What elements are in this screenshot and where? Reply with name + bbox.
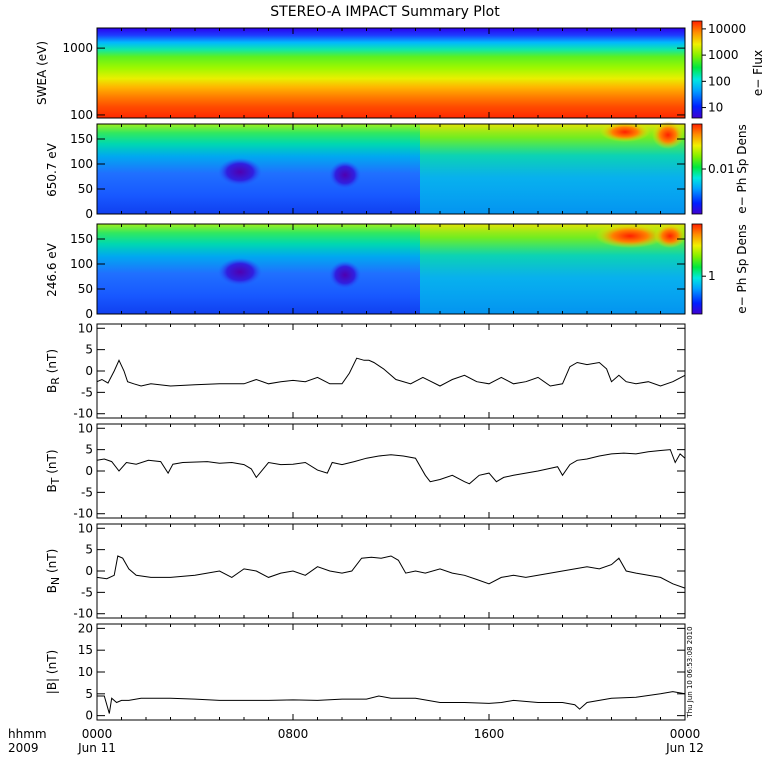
y-tick-label: 1000 <box>62 41 93 55</box>
y-tick-label: 100 <box>70 108 93 122</box>
pad650-low-blob <box>329 161 361 189</box>
panel-swea: 100 1000 SWEA (eV) 10 100 1000 10000 e− Flux <box>35 20 765 122</box>
y-tick-label: -10 <box>73 607 93 621</box>
time-tick-label: 0800 <box>278 727 309 741</box>
y-tick-label: 50 <box>78 282 93 296</box>
y-tick-label: 10 <box>78 421 93 435</box>
pad650-colorbar-ticks: 0.01 <box>702 162 735 176</box>
swea-spectrogram <box>97 28 685 118</box>
swea-colorbar-ticks: 10 100 1000 10000 <box>702 22 746 115</box>
bn-ylabel: BN (nT) <box>45 549 62 594</box>
pad246-low-blob <box>329 261 361 289</box>
swea-colorbar <box>691 20 703 119</box>
figure-title: STEREO-A IMPACT Summary Plot <box>270 4 500 20</box>
y-tick-label: 10 <box>78 321 93 335</box>
y-tick-label: 0 <box>85 464 93 478</box>
y-tick-label: 5 <box>85 543 93 557</box>
br-series-line <box>96 357 686 387</box>
pad650-colorbar-label: e− Ph Sp Dens <box>735 124 749 213</box>
colorbar-tick-label: 10000 <box>708 22 746 36</box>
bn-frame <box>96 523 686 619</box>
y-tick-label: -5 <box>81 385 93 399</box>
y-tick-label: 100 <box>70 157 93 171</box>
time-tick-label: 0000 <box>82 727 113 741</box>
colorbar-tick-label: 1 <box>708 269 716 283</box>
y-tick-label: 5 <box>85 443 93 457</box>
panel-bn: -10 -5 0 5 10 BN (nT) <box>45 521 686 621</box>
swea-ylabel: SWEA (eV) <box>35 41 49 105</box>
panel-pad246: 0 50 100 150 246.6 eV 1 e− Ph Sp Dens <box>45 223 749 321</box>
time-axis-left-label: hhmm <box>8 727 47 741</box>
pad650-hot-spot <box>600 122 650 142</box>
pad246-y-ticks: 0 50 100 150 <box>70 224 686 321</box>
pad246-colorbar-label: e− Ph Sp Dens <box>735 224 749 313</box>
pad650-low-blob <box>218 158 262 186</box>
br-ylabel: BR (nT) <box>45 349 62 393</box>
y-tick-label: -5 <box>81 585 93 599</box>
y-tick-label: 20 <box>78 621 93 635</box>
br-y-ticks: -10 -5 0 5 10 <box>73 321 686 421</box>
swea-y-ticks: 100 1000 <box>62 28 686 122</box>
pad246-colorbar-ticks: 1 <box>702 269 716 283</box>
bn-y-ticks: -10 -5 0 5 10 <box>73 521 686 621</box>
y-tick-label: 0 <box>85 564 93 578</box>
bmag-ylabel: |B| (nT) <box>45 650 59 694</box>
bn-series-line <box>96 555 686 589</box>
bmag-frame <box>96 623 686 721</box>
colorbar-tick-label: 10 <box>708 101 723 115</box>
bmag-series-line <box>97 691 686 714</box>
y-tick-label: 0 <box>85 207 93 221</box>
y-tick-label: 10 <box>78 521 93 535</box>
br-frame <box>96 323 686 419</box>
colorbar-tick-label: 100 <box>708 74 731 88</box>
pad650-ylabel: 650.7 eV <box>45 142 59 197</box>
pad650-hot-spot <box>652 121 684 149</box>
pad650-colorbar <box>691 123 703 215</box>
pad246-low-blob <box>218 258 262 286</box>
bt-ylabel: BT (nT) <box>45 449 62 492</box>
y-tick-label: 150 <box>70 132 93 146</box>
bmag-y-ticks: 0 5 10 15 20 <box>78 621 686 723</box>
pad246-colorbar <box>691 223 703 315</box>
y-tick-label: -10 <box>73 407 93 421</box>
time-tick-date: Jun 11 <box>77 741 116 755</box>
y-tick-label: 150 <box>70 232 93 246</box>
y-tick-label: 50 <box>78 182 93 196</box>
pad246-ylabel: 246.6 eV <box>45 242 59 297</box>
time-tick-label: 1600 <box>474 727 505 741</box>
y-tick-label: 5 <box>85 343 93 357</box>
swea-colorbar-label: e− Flux <box>751 50 765 96</box>
panel-pad650: 0 50 100 150 650.7 eV 0.01 e− Ph Sp Dens <box>45 121 749 221</box>
colorbar-tick-label: 0.01 <box>708 162 735 176</box>
bt-series-line <box>96 449 686 485</box>
time-axis-left-label: 2009 <box>8 741 39 755</box>
panel-bt: -10 -5 0 5 10 BT (nT) <box>45 421 686 521</box>
time-tick-label: 0000 <box>670 727 701 741</box>
y-tick-label: 0 <box>85 307 93 321</box>
panel-bmag: 0 5 10 15 20 |B| (nT) Thu Jun 10 06:53:08 20… <box>45 621 694 722</box>
y-tick-label: 15 <box>78 643 93 657</box>
y-tick-label: -10 <box>73 507 93 521</box>
y-tick-label: 10 <box>78 665 93 679</box>
y-tick-label: 0 <box>85 364 93 378</box>
y-tick-label: 100 <box>70 257 93 271</box>
time-tick-date: Jun 12 <box>665 741 704 755</box>
pad246-hot-spot <box>595 224 665 248</box>
y-tick-label: 0 <box>85 709 93 723</box>
pad246-hot-spot <box>654 224 686 248</box>
colorbar-tick-label: 1000 <box>708 48 739 62</box>
y-tick-label: 5 <box>85 687 93 701</box>
bt-frame <box>96 423 686 519</box>
run-timestamp: Thu Jun 10 06:53:08 2010 <box>686 626 694 718</box>
y-tick-label: -5 <box>81 485 93 499</box>
panel-br: -10 -5 0 5 10 BR (nT) <box>45 321 686 421</box>
pad650-y-ticks: 0 50 100 150 <box>70 124 686 221</box>
bt-y-ticks: -10 -5 0 5 10 <box>73 421 686 521</box>
